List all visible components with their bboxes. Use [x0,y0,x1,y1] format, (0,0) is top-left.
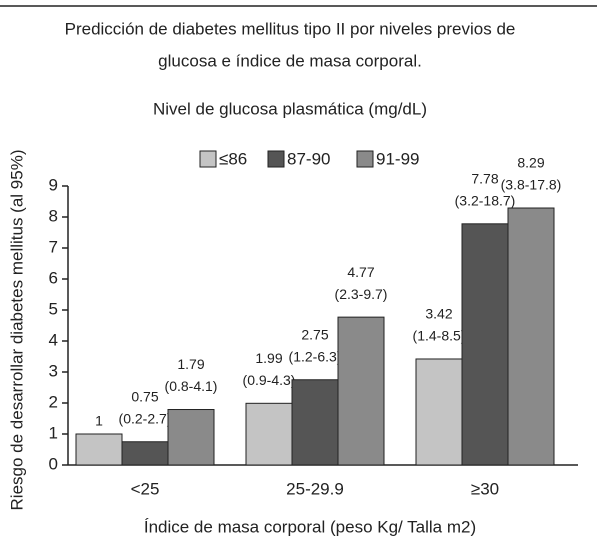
y-tick-label: 9 [49,175,58,194]
y-tick-label: 5 [49,299,58,318]
bar [337,316,385,466]
ci-label: (3.2-18.7) [455,193,516,209]
data-label: 2.75 [301,326,328,342]
chart-subtitle: glucosa e índice de masa corporal. [158,51,422,70]
y-tick-label: 6 [49,268,58,287]
legend-label: ≤86 [219,149,247,168]
bar [121,441,169,466]
y-tick-label: 2 [49,392,58,411]
x-axis-label: Índice de masa corporal (peso Kg/ Talla … [144,517,476,536]
data-label: 7.78 [471,171,498,187]
bar [415,358,463,466]
data-label: 4.77 [347,264,374,280]
legend-title: Nivel de glucosa plasmática (mg/dL) [153,99,427,118]
legend-swatch [199,150,217,168]
y-tick-label: 1 [49,423,58,442]
ci-label: (1.4-8.5) [413,328,466,344]
ci-label: (0.8-4.1) [165,378,218,394]
bar [291,379,339,466]
y-tick-label: 7 [49,237,58,256]
legend-swatch [267,150,285,168]
data-label: 1.99 [255,350,282,366]
bar [461,223,509,466]
y-tick-label: 4 [49,330,58,349]
data-label: 8.29 [517,155,544,171]
bar [245,402,293,466]
y-tick-label: 0 [49,454,58,473]
y-axis-label: Riesgo de desarrollar diabetes mellitus … [7,150,26,511]
x-tick-label: <25 [131,479,160,498]
ci-label: (0.2-2.7) [119,410,172,426]
data-label: 1 [95,413,103,429]
data-label: 3.42 [425,306,452,322]
bar [75,433,123,466]
y-tick-label: 8 [49,206,58,225]
legend-swatch [356,150,374,168]
data-label: 1.79 [177,356,204,372]
legend-label: 91-99 [376,149,419,168]
ci-label: (2.3-9.7) [335,286,388,302]
bar [167,409,215,466]
x-tick-label: ≥30 [471,479,499,498]
y-tick-label: 3 [49,361,58,380]
ci-label: (0.9-4.3) [243,372,296,388]
data-label: 0.75 [131,388,158,404]
x-tick-label: 25-29.9 [286,479,344,498]
bar [507,207,555,466]
ci-label: (1.2-6.3) [289,348,342,364]
legend-label: 87-90 [287,149,330,168]
ci-label: (3.8-17.8) [501,177,562,193]
chart-title: Predicción de diabetes mellitus tipo II … [65,19,516,38]
